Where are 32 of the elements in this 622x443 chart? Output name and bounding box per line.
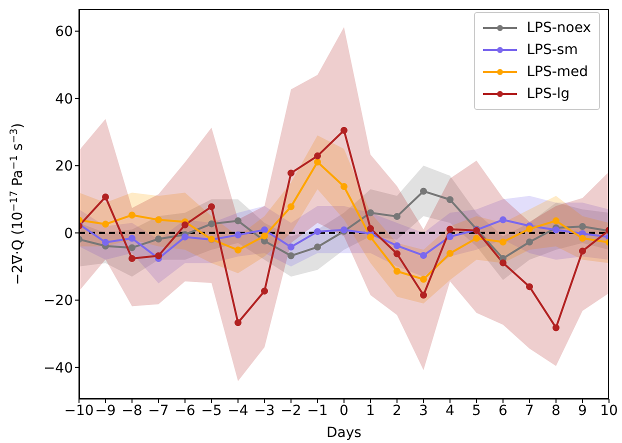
y-tick-label: 40 (55, 91, 73, 108)
x-axis-title: Days (326, 425, 362, 441)
y-tick-label: 20 (55, 158, 73, 175)
legend-label: LPS-noex (526, 20, 591, 36)
x-tick-label: 3 (419, 402, 428, 419)
x-tick-label: −7 (148, 402, 169, 419)
x-tick-label: 0 (340, 402, 348, 419)
x-tick-label: −10 (64, 402, 94, 419)
x-tick-label: 5 (472, 402, 481, 419)
legend-label: LPS-lg (526, 86, 570, 102)
x-tick-label: −8 (122, 402, 142, 419)
x-tick-label: 7 (525, 402, 534, 419)
x-tick-label: 2 (392, 402, 402, 419)
x-tick-label: −5 (201, 402, 222, 419)
x-tick-label: 4 (446, 402, 455, 419)
y-tick-label: 60 (55, 24, 73, 40)
x-tick-label: −9 (95, 402, 116, 419)
x-tick-label: −6 (174, 402, 196, 419)
x-tick-label: −3 (254, 402, 275, 419)
x-tick-label: −2 (280, 402, 302, 419)
legend-label: LPS-med (526, 64, 588, 80)
x-tick-label: 10 (600, 402, 618, 419)
x-tick-label: 1 (366, 402, 375, 419)
x-tick-label: −4 (228, 402, 248, 419)
x-tick-label: 6 (498, 402, 508, 419)
y-tick-label: −40 (43, 360, 73, 376)
y-tick-label: −20 (43, 293, 73, 310)
legend-label: LPS-sm (526, 42, 578, 58)
x-tick-label: 9 (578, 402, 587, 419)
y-tick-label: 0 (64, 226, 73, 242)
x-tick-label: 8 (552, 402, 560, 419)
x-tick-label: −1 (307, 402, 328, 419)
